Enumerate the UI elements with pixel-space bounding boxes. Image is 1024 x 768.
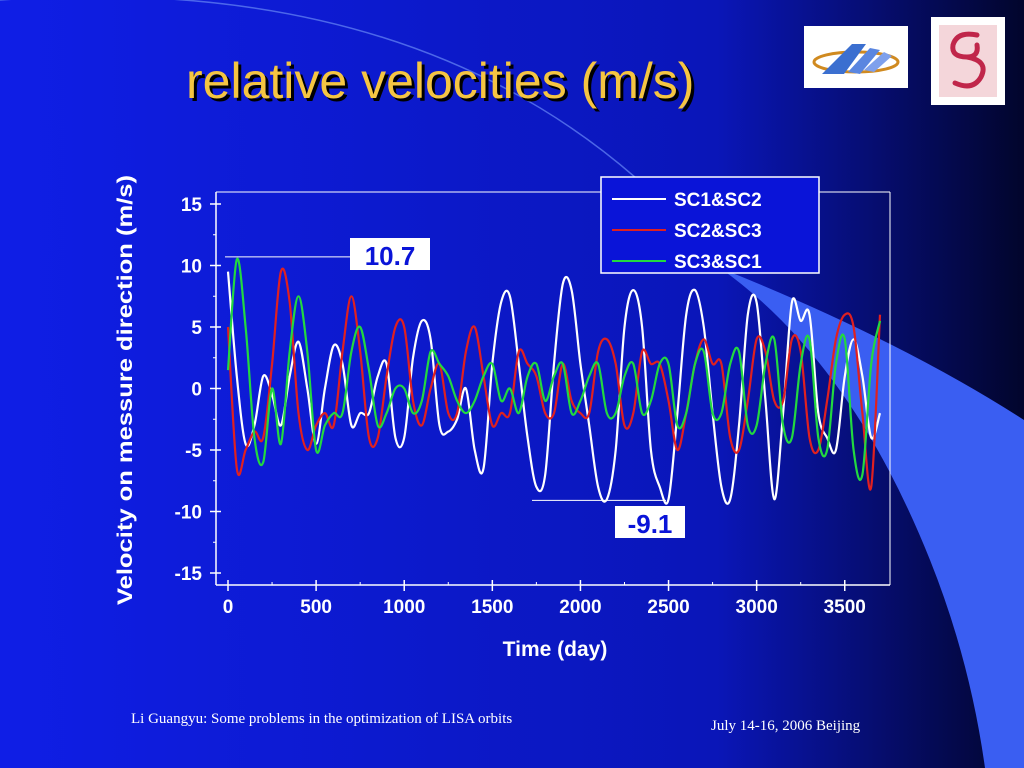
annotations: 10.7 -9.1 xyxy=(225,238,685,539)
series-line-sc3-sc1 xyxy=(226,257,882,482)
annotation-max-label: 10.7 xyxy=(365,241,416,271)
series-line-sc1-sc2 xyxy=(226,271,882,505)
x-tick-label: 500 xyxy=(300,597,332,618)
accent-band xyxy=(720,268,1024,768)
y-tick-label: 15 xyxy=(181,195,203,216)
institute-logo-icon xyxy=(939,25,997,97)
x-tick-label: 0 xyxy=(223,597,234,618)
legend-label-sc3-sc1: SC3&SC1 xyxy=(674,252,762,273)
decorative-curve xyxy=(0,0,661,201)
x-tick-label: 1500 xyxy=(471,597,513,618)
institute-logo xyxy=(931,17,1005,105)
footer-date: July 14-16, 2006 Beijing xyxy=(711,718,861,734)
x-tick-label: 3000 xyxy=(736,597,778,618)
x-tick-label: 1000 xyxy=(383,597,425,618)
slide-title: relative velocities (m/s) xyxy=(186,53,695,109)
annotation-min-label: -9.1 xyxy=(628,509,673,539)
lisa-logo-icon xyxy=(812,44,900,74)
x-tick-label: 2500 xyxy=(647,597,689,618)
legend-box xyxy=(600,176,820,274)
series-lines xyxy=(226,257,882,505)
x-tick-label: 2000 xyxy=(559,597,601,618)
lisa-logo xyxy=(804,26,908,88)
y-tick-labels: 15 10 5 0 -5 -10 -15 xyxy=(175,195,203,585)
legend-label-sc1-sc2: SC1&SC2 xyxy=(674,190,762,211)
y-axis-title: Velocity on messure direction (m/s) xyxy=(114,175,137,605)
x-axis-title: Time (day) xyxy=(503,638,608,661)
y-tick-label: 5 xyxy=(191,318,202,339)
y-tick-label: 0 xyxy=(191,380,202,401)
legend: SC1&SC2 SC2&SC3 SC3&SC1 xyxy=(600,176,820,274)
axis-ticks xyxy=(210,203,846,591)
series-line-sc2-sc3 xyxy=(226,267,882,491)
annotation-max-box xyxy=(350,238,430,270)
legend-label-sc2-sc3: SC2&SC3 xyxy=(674,221,762,242)
y-tick-label: -5 xyxy=(185,441,202,462)
annotation-min-box xyxy=(615,506,685,538)
footer-author: Li Guangyu: Some problems in the optimiz… xyxy=(131,711,513,727)
y-tick-label: -10 xyxy=(175,503,202,524)
y-tick-label: -15 xyxy=(175,564,203,585)
x-tick-labels: 0 500 1000 1500 2000 2500 3000 3500 xyxy=(223,597,866,618)
x-tick-label: 3500 xyxy=(824,597,866,618)
y-tick-label: 10 xyxy=(181,257,202,278)
